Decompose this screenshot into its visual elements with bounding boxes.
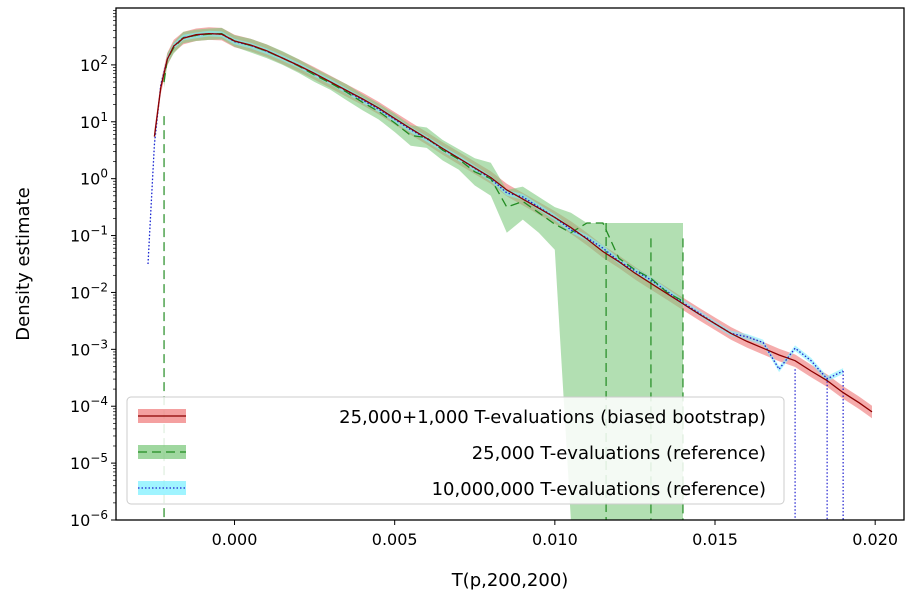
y-tick-label: 10−5	[70, 451, 108, 473]
x-tick-label: 0.010	[532, 530, 578, 549]
y-axis-ticks: 102 101 100 10−1 10−2 10−3 10−4 10−5 10−6	[70, 10, 116, 530]
plot-frame	[115, 7, 905, 521]
legend-label-3: 10,000,000 T-evaluations (reference)	[432, 479, 766, 500]
line-series-1	[153, 32, 873, 413]
y-tick-label: 102	[80, 53, 108, 75]
x-tick-label: 0.020	[852, 530, 898, 549]
legend-label-1: 25,000+1,000 T-evaluations (biased boots…	[339, 407, 766, 428]
y-tick-label: 10−2	[70, 280, 108, 302]
legend-swatch-band-2	[138, 445, 186, 459]
x-tick-label: 0.015	[692, 530, 738, 549]
y-axis-label: Density estimate	[13, 187, 34, 340]
legend-label-2: 25,000 T-evaluations (reference)	[472, 443, 766, 464]
y-tick-label: 10−6	[70, 508, 108, 530]
x-axis-label: T(p,200,200)	[451, 570, 569, 591]
y-tick-label: 10−1	[70, 224, 108, 246]
x-tick-label: 0.005	[372, 530, 418, 549]
y-tick-label: 10−3	[70, 337, 108, 359]
legend-swatch-band-3	[138, 481, 186, 495]
legend-box	[126, 396, 785, 505]
x-axis-ticks: 0.000 0.005 0.010 0.015 0.020	[212, 520, 898, 549]
y-tick-label: 100	[80, 167, 108, 189]
y-tick-label: 10−4	[70, 394, 108, 416]
legend: 25,000+1,000 T-evaluations (biased boots…	[126, 396, 785, 505]
band-series-3	[148, 30, 844, 382]
y-tick-label: 101	[80, 110, 108, 132]
x-tick-label: 0.000	[212, 530, 258, 549]
